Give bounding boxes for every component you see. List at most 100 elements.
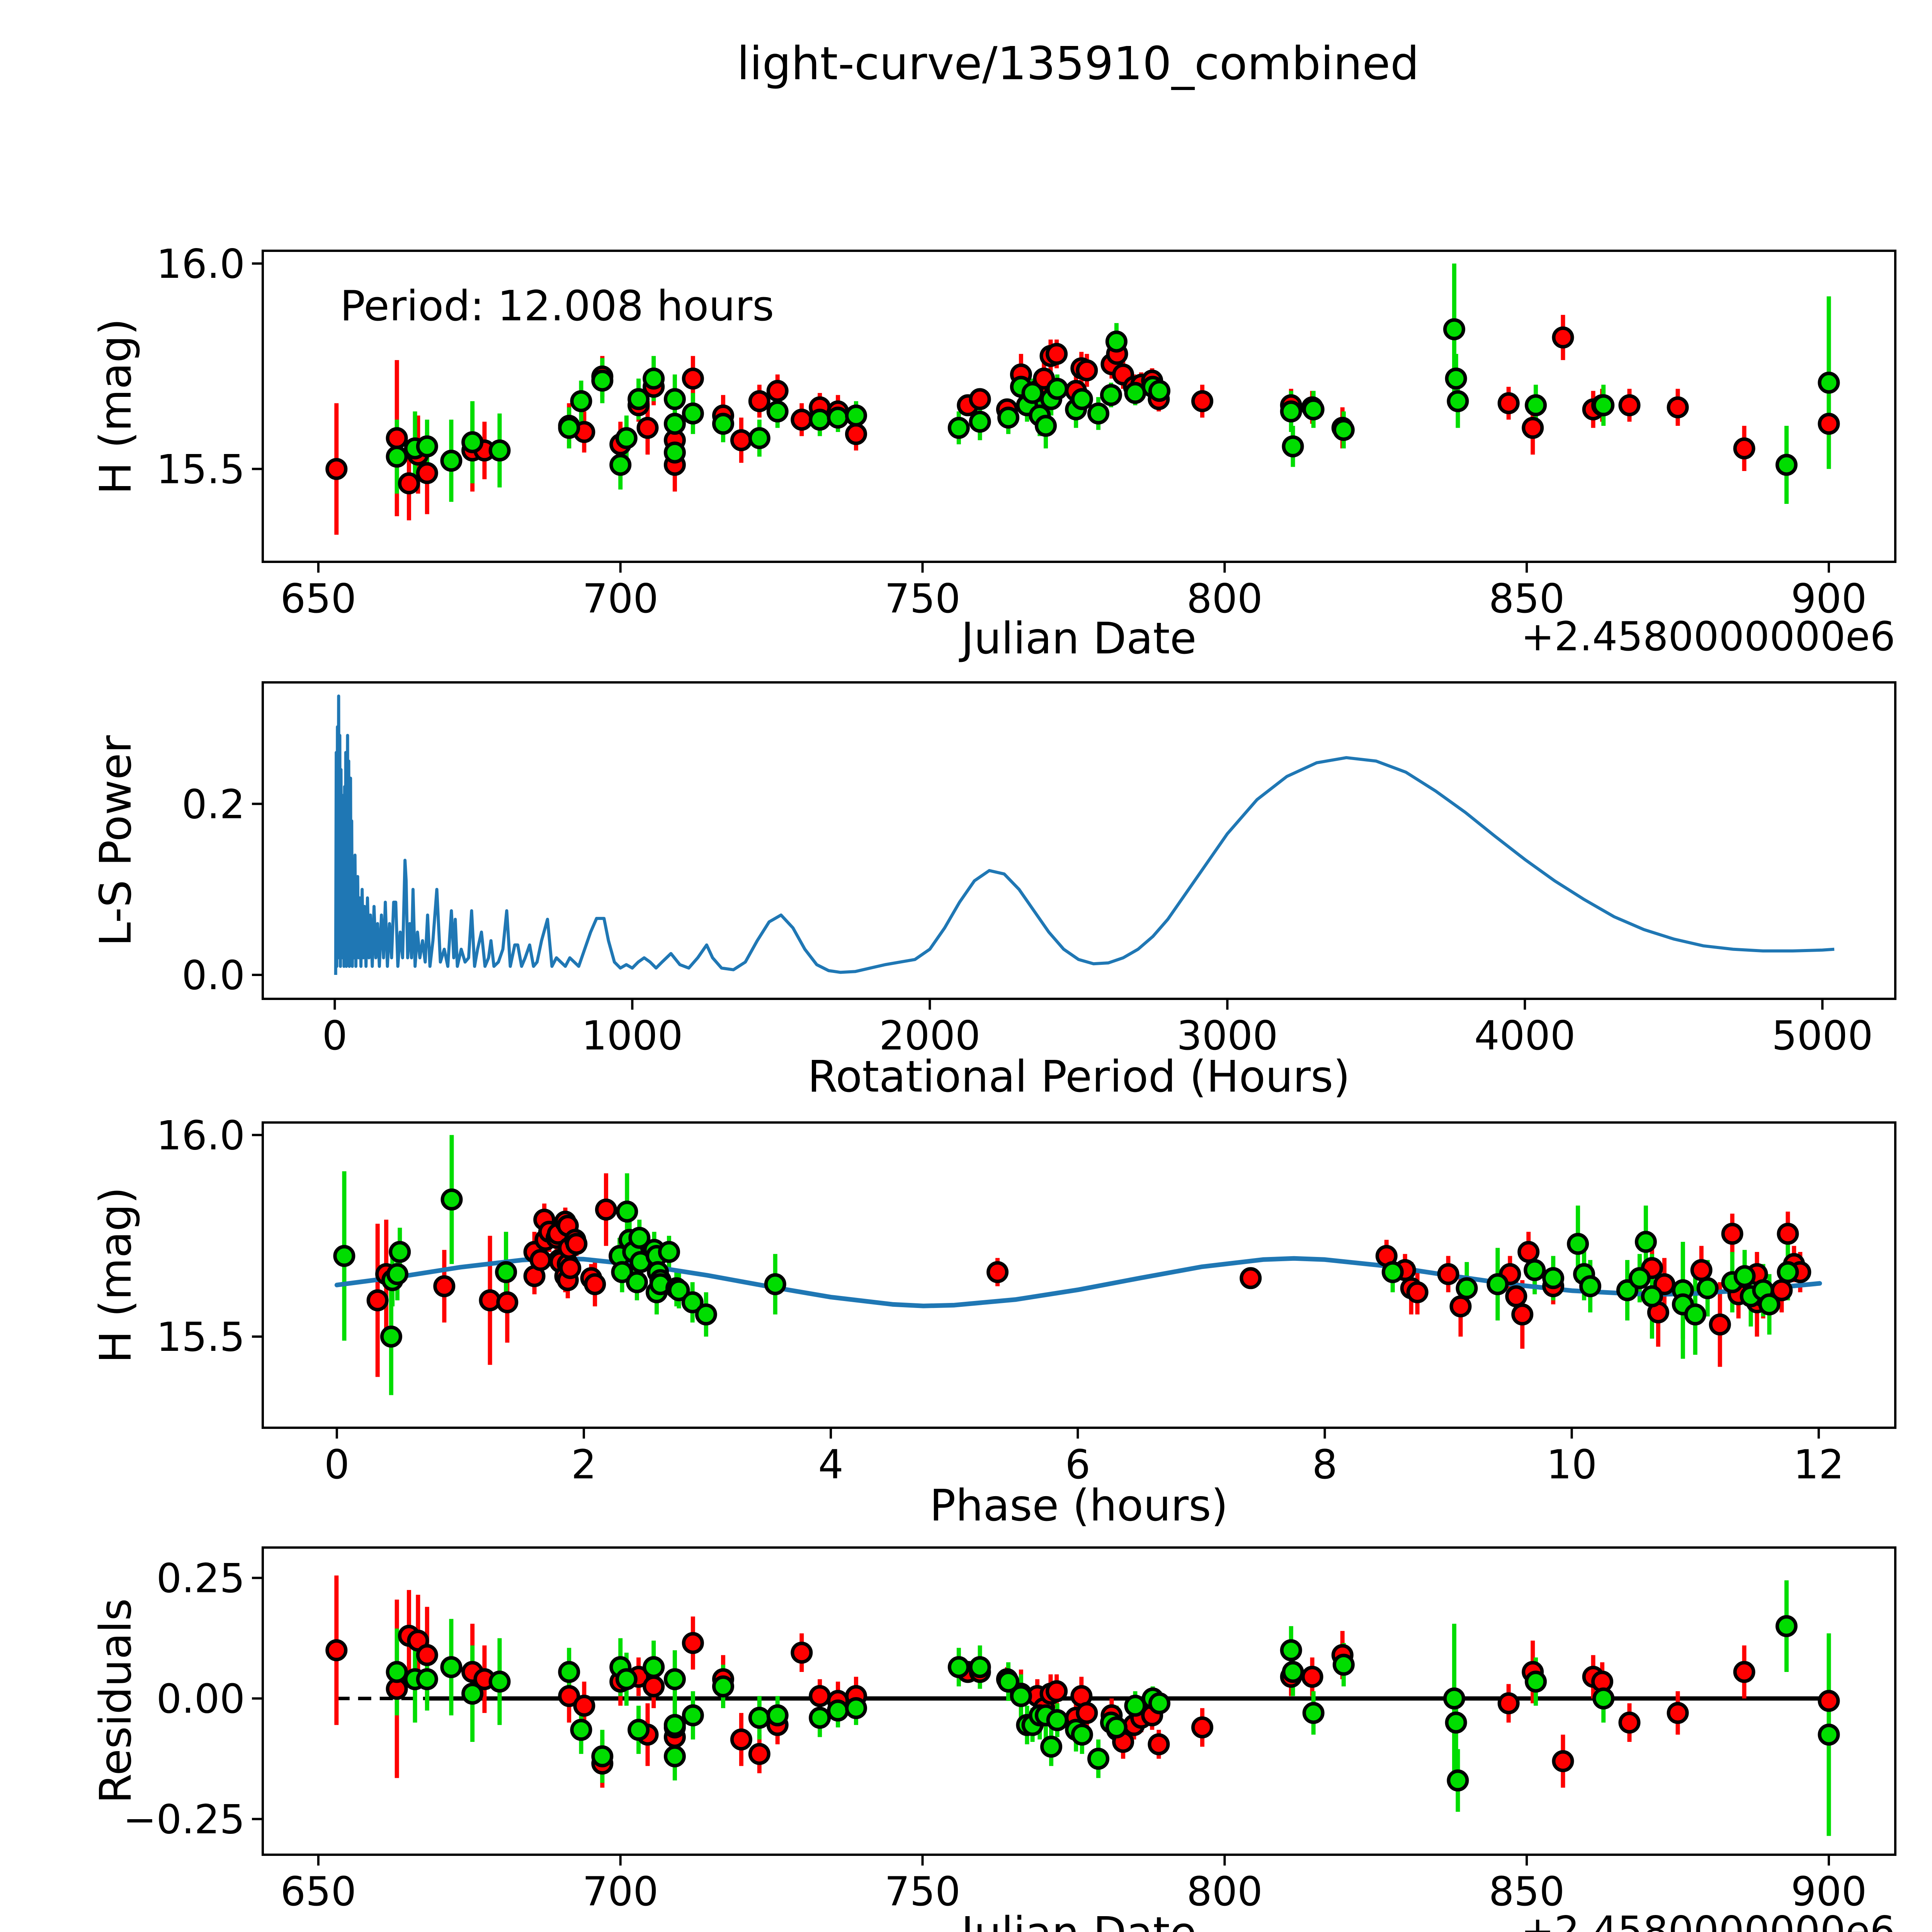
red-data-point bbox=[1667, 1702, 1689, 1724]
red-data-point bbox=[325, 458, 348, 480]
red-data-point bbox=[1690, 1259, 1713, 1281]
green-data-point bbox=[570, 1719, 592, 1741]
green-data-point bbox=[1280, 400, 1302, 423]
green-data-point bbox=[558, 417, 580, 439]
x-tick-label: 3000 bbox=[1177, 1013, 1278, 1059]
red-data-point bbox=[986, 1261, 1009, 1283]
green-data-point bbox=[1100, 384, 1122, 406]
green-data-point bbox=[389, 1241, 411, 1263]
x-tick-label: 800 bbox=[1187, 576, 1263, 622]
green-data-point bbox=[1332, 1653, 1355, 1676]
y-tick-label: 0.0 bbox=[182, 952, 245, 999]
green-data-point bbox=[386, 1661, 408, 1683]
periodogram-line bbox=[334, 694, 1835, 975]
phase-axes-frame bbox=[262, 1121, 1896, 1429]
green-data-point bbox=[1046, 378, 1068, 400]
red-data-point bbox=[1076, 359, 1098, 381]
green-data-point bbox=[461, 431, 484, 453]
red-data-point bbox=[1191, 390, 1213, 412]
green-data-point bbox=[766, 400, 789, 423]
green-data-point bbox=[947, 1656, 970, 1678]
green-data-point bbox=[1776, 454, 1798, 476]
green-data-point bbox=[1641, 1285, 1663, 1308]
green-data-point bbox=[1684, 1303, 1706, 1326]
red-data-point bbox=[565, 1233, 588, 1255]
phase-yaxis-label: H (mag) bbox=[91, 1187, 141, 1364]
green-data-point bbox=[495, 1261, 517, 1283]
x-tick-label: 4 bbox=[818, 1442, 844, 1488]
red-data-point bbox=[573, 1694, 595, 1717]
green-data-point bbox=[663, 1714, 686, 1736]
green-data-point bbox=[1542, 1267, 1565, 1289]
x-tick-label: 750 bbox=[884, 576, 961, 622]
green-data-point bbox=[663, 388, 686, 410]
period-annotation: Period: 12.008 hours bbox=[340, 282, 774, 330]
residuals-xaxis-offset: +2.4580000000e6 bbox=[1521, 1908, 1895, 1932]
green-data-point bbox=[1302, 1702, 1325, 1724]
green-data-point bbox=[764, 1273, 786, 1295]
x-tick-label: 650 bbox=[281, 1869, 357, 1915]
y-tick-label: 16.0 bbox=[156, 241, 245, 287]
red-data-point bbox=[1709, 1313, 1731, 1336]
periodogram-xaxis-label: Rotational Period (Hours) bbox=[807, 1052, 1350, 1102]
green-data-point bbox=[1447, 390, 1469, 412]
green-data-point bbox=[488, 1670, 511, 1693]
green-data-point bbox=[682, 402, 704, 425]
red-data-point bbox=[558, 1685, 580, 1707]
green-data-point bbox=[1332, 419, 1355, 441]
green-data-point bbox=[1282, 435, 1304, 457]
x-tick-label: 700 bbox=[582, 1869, 658, 1915]
red-data-point bbox=[1522, 417, 1544, 439]
green-data-point bbox=[1733, 1265, 1756, 1287]
red-data-point bbox=[1818, 413, 1840, 435]
green-data-point bbox=[1445, 1711, 1467, 1734]
red-data-point bbox=[1667, 396, 1689, 418]
red-data-point bbox=[1777, 1223, 1799, 1245]
green-data-point bbox=[416, 435, 438, 457]
green-data-point bbox=[1105, 330, 1128, 353]
red-data-point bbox=[1046, 343, 1068, 365]
residuals-data-layer bbox=[325, 1575, 1840, 1836]
periodogram-yaxis-label: L-S Power bbox=[91, 735, 141, 947]
red-data-point bbox=[1552, 326, 1574, 349]
green-data-point bbox=[1087, 1748, 1109, 1770]
y-tick-label: 16.0 bbox=[156, 1112, 245, 1159]
green-data-point bbox=[663, 413, 686, 435]
red-data-point bbox=[791, 408, 813, 431]
periodogram-axes-frame bbox=[262, 681, 1896, 1000]
green-data-point bbox=[1021, 382, 1044, 404]
red-data-point bbox=[1618, 394, 1641, 417]
x-tick-label: 650 bbox=[281, 576, 357, 622]
red-data-point bbox=[325, 1639, 348, 1662]
green-data-point bbox=[947, 417, 970, 439]
lightcurve-plot: 650 700 750 800 850 900 16.0 15.5 bbox=[156, 241, 1896, 622]
red-data-point bbox=[845, 423, 867, 445]
red-data-point bbox=[1191, 1716, 1213, 1738]
green-data-point bbox=[845, 404, 867, 427]
green-data-point bbox=[681, 1291, 704, 1313]
green-data-point bbox=[712, 1675, 734, 1697]
red-data-point bbox=[1818, 1690, 1840, 1712]
green-data-point bbox=[1443, 318, 1465, 340]
green-data-point bbox=[1046, 1709, 1068, 1731]
green-data-point bbox=[1592, 394, 1615, 417]
green-data-point bbox=[591, 369, 614, 392]
red-data-point bbox=[748, 390, 770, 412]
red-data-point bbox=[529, 1249, 552, 1271]
green-data-point bbox=[1525, 394, 1547, 417]
green-data-point bbox=[416, 1668, 438, 1690]
periodogram-data-layer bbox=[334, 694, 1835, 975]
red-data-point bbox=[1449, 1295, 1472, 1318]
x-tick-label: 900 bbox=[1791, 576, 1867, 622]
green-data-point bbox=[1010, 1685, 1032, 1707]
green-data-point bbox=[1040, 1735, 1063, 1758]
green-data-point bbox=[663, 441, 686, 464]
green-data-point bbox=[658, 1241, 680, 1263]
green-data-point bbox=[1124, 382, 1146, 404]
green-data-point bbox=[809, 408, 831, 431]
red-data-point bbox=[809, 1685, 831, 1707]
green-data-point bbox=[1634, 1231, 1657, 1253]
x-tick-label: 8 bbox=[1312, 1442, 1338, 1488]
figure-title: light-curve/135910_combined bbox=[737, 37, 1419, 90]
green-data-point bbox=[1486, 1273, 1509, 1295]
